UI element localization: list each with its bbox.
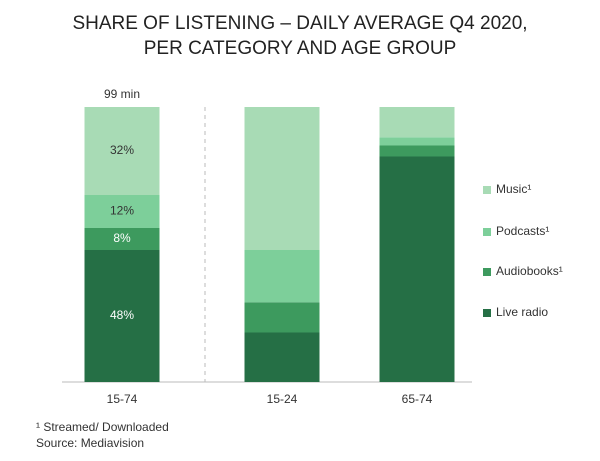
bar-segment — [379, 107, 455, 138]
value-label: 8% — [113, 231, 131, 245]
bar-segment — [244, 107, 320, 250]
footnote: ¹ Streamed/ Downloaded — [36, 420, 169, 434]
value-label: 12% — [110, 204, 134, 218]
bar-segment — [84, 228, 160, 250]
bar-segment — [84, 250, 160, 382]
legend-label: Audiobooks¹ — [496, 264, 563, 278]
legend-swatch — [483, 186, 491, 194]
chart-title: SHARE OF LISTENING – DAILY AVERAGE Q4 20… — [72, 13, 527, 34]
value-label: 32% — [110, 143, 134, 157]
legend-label: Podcasts¹ — [496, 224, 549, 238]
annotation: 99 min — [104, 87, 140, 101]
bar-segment — [244, 302, 320, 333]
bar-segment — [244, 332, 320, 382]
bar-segment — [84, 195, 160, 228]
legend-swatch — [483, 309, 491, 317]
value-label: 48% — [110, 308, 134, 322]
x-tick-label: 15-24 — [267, 392, 298, 406]
bar-segment — [379, 156, 455, 382]
bar-segment — [379, 137, 455, 146]
legend-label: Live radio — [496, 305, 548, 319]
legend-swatch — [483, 268, 491, 276]
bar-segment — [84, 107, 160, 195]
legend-swatch — [483, 228, 491, 236]
source: Source: Mediavision — [36, 436, 144, 450]
legend-label: Music¹ — [496, 182, 531, 196]
chart-title: PER CATEGORY AND AGE GROUP — [144, 38, 457, 59]
x-tick-label: 65-74 — [402, 392, 433, 406]
bar-segment — [244, 250, 320, 303]
bar-segment — [379, 145, 455, 157]
x-tick-label: 15-74 — [107, 392, 138, 406]
